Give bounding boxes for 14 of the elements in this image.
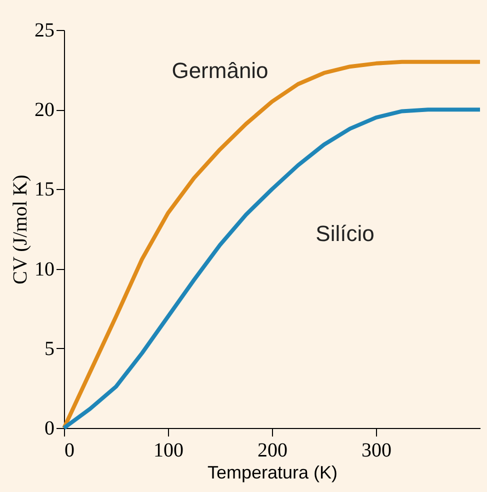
x-tick-label: 100	[154, 440, 184, 462]
y-axis-title: CV (J/mol K)	[10, 174, 32, 284]
x-tick-label: 200	[258, 440, 288, 462]
y-tick-label: 15	[34, 178, 54, 201]
x-tick-label: 300	[362, 440, 392, 462]
x-axis-title: Temperatura (K)	[207, 462, 338, 482]
y-tick-label: 10	[34, 258, 54, 280]
text: Silício	[316, 221, 374, 246]
y-tick-label: 25	[34, 20, 54, 42]
y-tick-label: 5	[44, 338, 54, 360]
y-tick-label: 0	[44, 418, 54, 440]
x-tick-label: 0	[64, 440, 74, 462]
series-label: Germânio	[172, 58, 268, 83]
y-tick-label: 20	[34, 99, 54, 122]
